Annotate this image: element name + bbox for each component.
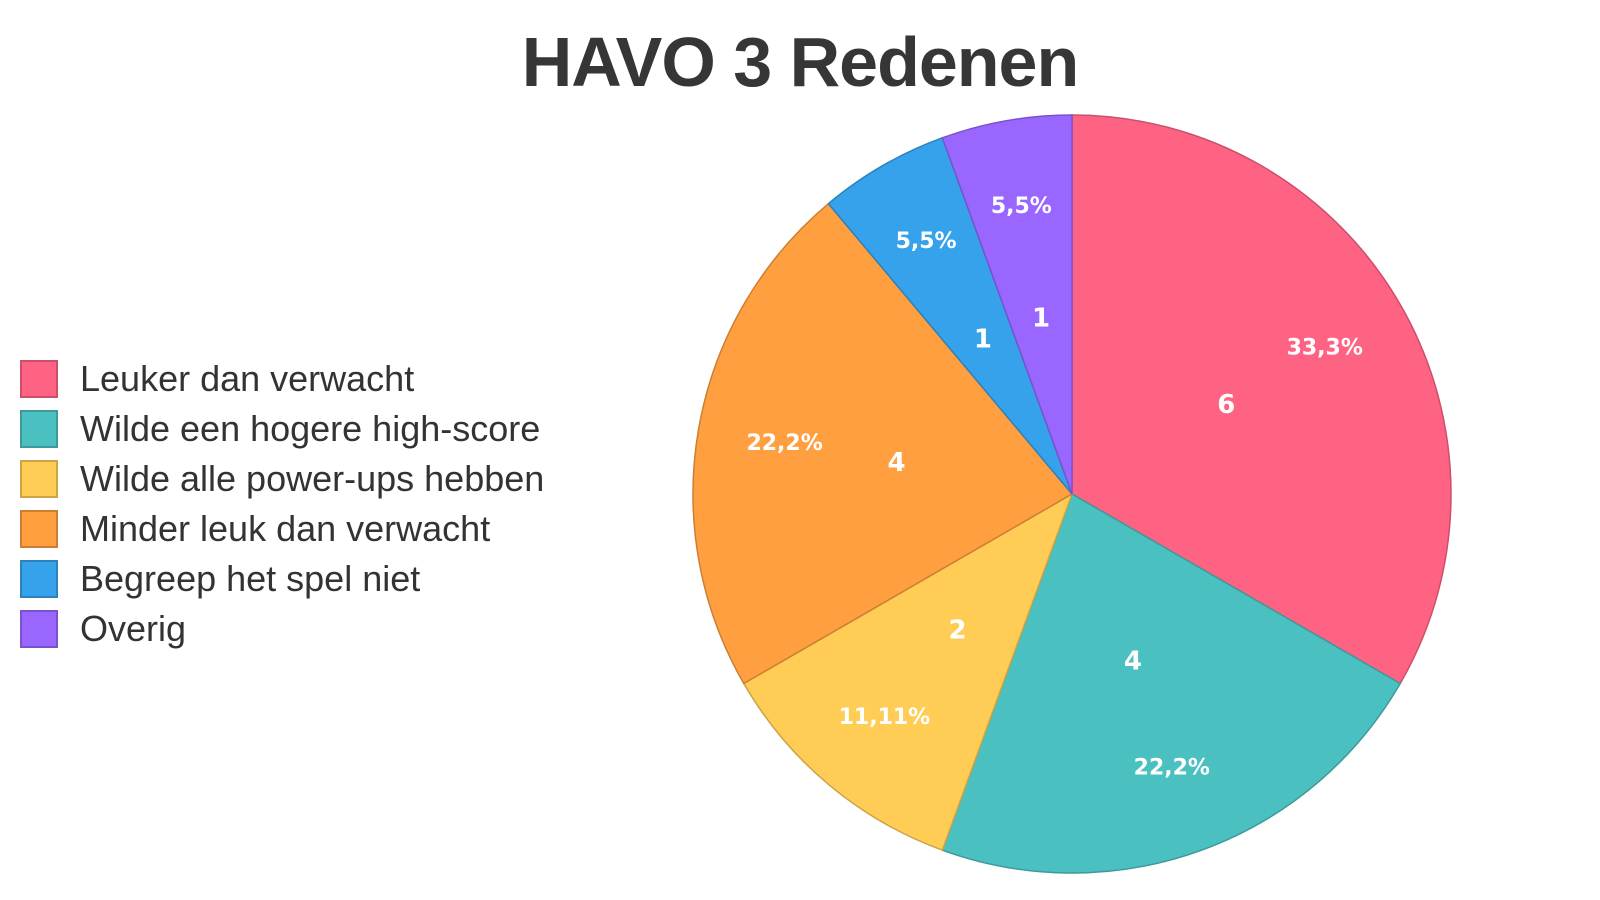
legend-item-overig[interactable]: Overig <box>20 604 544 654</box>
slice-value-label: 1 <box>974 325 992 355</box>
legend-swatch <box>20 360 58 398</box>
pie-slice-wilde-een-hogere-high-score[interactable] <box>941 492 1402 874</box>
pie-slice-overig[interactable] <box>941 114 1073 495</box>
legend-label: Overig <box>80 608 187 649</box>
slice-percent-label: 5,5% <box>991 194 1052 219</box>
legend-swatch <box>20 460 58 498</box>
legend-swatch <box>20 560 58 598</box>
slice-value-label: 4 <box>888 448 906 478</box>
chart-title: HAVO 3 Redenen <box>521 23 1080 101</box>
pie-slice-wilde-alle-power-ups-hebben[interactable] <box>742 492 1074 852</box>
legend-swatch <box>20 410 58 448</box>
slice-percent-label: 11,11% <box>839 705 931 730</box>
legend: Leuker dan verwacht Wilde een hogere hig… <box>20 354 544 654</box>
slice-percent-label: 33,3% <box>1287 336 1363 361</box>
legend-item-wilde-een-hogere-high-score[interactable]: Wilde een hogere high-score <box>20 404 544 454</box>
slice-value-label: 2 <box>948 615 966 645</box>
slice-value-label: 1 <box>1032 304 1050 334</box>
legend-item-leuker-dan-verwacht[interactable]: Leuker dan verwacht <box>20 354 544 404</box>
legend-swatch <box>20 610 58 648</box>
slice-value-label: 6 <box>1217 390 1235 420</box>
slice-percent-label: 22,2% <box>746 431 822 456</box>
legend-label: Minder leuk dan verwacht <box>80 508 491 549</box>
pie-slice-begreep-het-spel-niet[interactable] <box>827 136 1073 495</box>
legend-item-begreep-het-spel-niet[interactable]: Begreep het spel niet <box>20 554 544 604</box>
slice-percent-label: 5,5% <box>896 229 957 254</box>
legend-label: Wilde een hogere high-score <box>80 408 541 449</box>
legend-label: Wilde alle power-ups hebben <box>80 458 545 499</box>
pie-slice-leuker-dan-verwacht[interactable] <box>1071 114 1452 685</box>
legend-label: Leuker dan verwacht <box>80 358 415 399</box>
slice-value-label: 4 <box>1124 646 1142 676</box>
slice-percent-label: 22,2% <box>1134 756 1210 781</box>
legend-label: Begreep het spel niet <box>80 558 421 599</box>
legend-item-minder-leuk-dan-verwacht[interactable]: Minder leuk dan verwacht <box>20 504 544 554</box>
pie-slice-minder-leuk-dan-verwacht[interactable] <box>692 202 1074 685</box>
legend-item-wilde-alle-power-ups-hebben[interactable]: Wilde alle power-ups hebben <box>20 454 544 504</box>
legend-swatch <box>20 510 58 548</box>
